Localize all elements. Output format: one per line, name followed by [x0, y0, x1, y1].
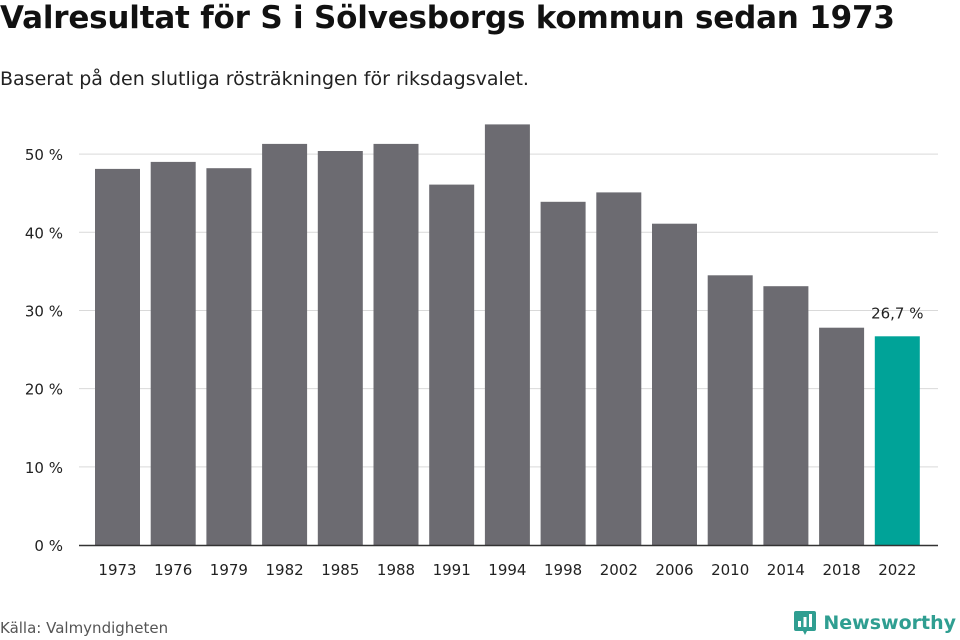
- y-tick-label: 50 %: [25, 146, 63, 164]
- x-tick-label: 2010: [711, 561, 749, 579]
- bar-chart: 0 % 10 % 20 % 30 % 40 % 50 % 1973 1976 1979 1982…: [25, 124, 938, 579]
- x-tick-label: 1976: [154, 561, 192, 579]
- bar-2014: [763, 286, 809, 545]
- x-tick-label: 2018: [823, 561, 861, 579]
- x-tick-label: 1991: [433, 561, 471, 579]
- bar-1982: [262, 143, 308, 545]
- bars: [95, 124, 920, 546]
- bar-1991: [429, 184, 475, 545]
- data-label-2022: 26,7 %: [871, 304, 923, 322]
- bar-2006: [652, 223, 697, 545]
- bar-2018: [819, 327, 865, 545]
- x-axis-labels: 1973 1976 1979 1982 1985 1988 1991 1994 1998 2002…: [98, 561, 916, 579]
- x-tick-label: 1979: [210, 561, 248, 579]
- y-tick-label: 20 %: [25, 381, 63, 399]
- x-tick-label: 2006: [655, 561, 693, 579]
- data-labels: 26,7 %: [871, 304, 923, 322]
- x-tick-label: 1998: [544, 561, 582, 579]
- x-tick-label: 1988: [377, 561, 415, 579]
- bar-1976: [150, 161, 196, 545]
- brand-name: Newsworthy: [823, 612, 956, 634]
- bar-2002: [596, 192, 642, 545]
- x-tick-label: 1973: [98, 561, 136, 579]
- bar-1988: [373, 143, 419, 545]
- chart-title: Valresultat för S i Sölvesborgs kommun s…: [0, 0, 895, 36]
- x-tick-label: 1982: [266, 561, 304, 579]
- x-tick-label: 1985: [321, 561, 359, 579]
- bar-1985: [317, 151, 363, 545]
- y-axis-labels: 0 % 10 % 20 % 30 % 40 % 50 %: [25, 146, 63, 555]
- newsworthy-logo-icon: [794, 611, 817, 635]
- y-tick-label: 40 %: [25, 224, 63, 242]
- x-tick-label: 2022: [878, 561, 916, 579]
- bar-2022: [874, 336, 920, 545]
- y-tick-label: 30 %: [25, 302, 63, 320]
- bar-1994: [484, 124, 530, 546]
- chart-subtitle: Baserat på den slutliga rösträkningen fö…: [0, 68, 529, 90]
- bar-1973: [95, 168, 140, 545]
- bar-2010: [707, 275, 753, 545]
- x-tick-label: 2002: [600, 561, 638, 579]
- bar-1998: [540, 201, 586, 546]
- x-tick-label: 2014: [767, 561, 805, 579]
- x-tick-label: 1994: [488, 561, 526, 579]
- source-note: Källa: Valmyndigheten: [0, 619, 169, 637]
- brand: Newsworthy: [793, 608, 956, 638]
- y-tick-label: 10 %: [25, 459, 63, 477]
- bar-1979: [206, 168, 252, 545]
- y-tick-label: 0 %: [34, 537, 63, 555]
